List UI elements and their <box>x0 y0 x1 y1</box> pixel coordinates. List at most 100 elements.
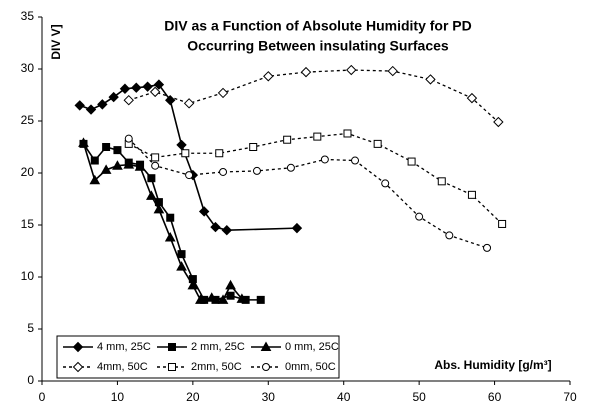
x-tick-label: 50 <box>412 390 426 404</box>
y-tick-label: 10 <box>21 269 35 283</box>
data-point <box>183 98 195 109</box>
data-point <box>131 82 142 93</box>
data-point <box>256 295 265 304</box>
data-point <box>206 292 218 302</box>
legend-label: 4 mm, 25C <box>97 341 151 353</box>
y-tick-label: 0 <box>27 373 34 387</box>
data-point <box>381 179 390 188</box>
data-point <box>425 74 436 85</box>
data-point <box>177 250 186 259</box>
x-axis-label: Abs. Humidity [g/m³] <box>434 358 551 372</box>
data-point <box>236 293 248 303</box>
data-point <box>493 116 504 128</box>
data-point <box>146 190 157 200</box>
series-line <box>128 69 499 123</box>
data-point <box>97 99 108 110</box>
data-point <box>123 159 135 169</box>
data-point <box>226 291 235 300</box>
data-point <box>149 86 161 98</box>
legend-marker <box>260 341 272 351</box>
series-line <box>128 138 488 249</box>
data-point <box>89 174 101 185</box>
data-point <box>164 231 176 242</box>
data-point <box>221 224 233 236</box>
data-point <box>225 279 236 290</box>
x-tick-label: 70 <box>563 390 577 404</box>
data-point <box>286 163 295 172</box>
legend-marker <box>262 363 270 371</box>
data-point <box>100 164 112 174</box>
y-tick-label: 30 <box>21 61 35 75</box>
data-point <box>78 137 89 147</box>
data-point <box>198 206 210 217</box>
legend-marker <box>72 361 84 373</box>
data-point <box>102 143 111 151</box>
data-point <box>346 64 357 76</box>
data-point <box>210 221 221 233</box>
data-point <box>219 167 228 176</box>
data-point <box>166 213 175 222</box>
y-tick-label: 35 <box>21 9 35 23</box>
data-point <box>252 166 261 175</box>
data-point <box>165 94 176 106</box>
legend-label: 4mm, 50C <box>97 361 148 373</box>
x-tick-label: 20 <box>186 390 200 404</box>
y-axis-label: DIV V] <box>49 24 63 59</box>
legend-marker <box>168 363 176 371</box>
x-tick-label: 40 <box>337 390 351 404</box>
legend-label: 0mm, 50C <box>285 361 336 373</box>
series-line <box>82 142 243 301</box>
chart-subtitle: Occurring Between insulating Surfaces <box>187 38 449 54</box>
data-point <box>351 156 360 165</box>
data-point <box>153 79 165 90</box>
data-point <box>124 134 133 143</box>
data-point <box>195 294 206 304</box>
data-point <box>153 203 165 214</box>
legend-marker <box>72 341 84 353</box>
data-point <box>187 279 199 290</box>
data-point <box>387 65 398 77</box>
y-tick-label: 15 <box>21 217 35 231</box>
data-point <box>437 177 446 186</box>
data-point <box>112 160 123 170</box>
data-point <box>74 100 85 111</box>
data-point <box>373 139 382 148</box>
chart-title: DIV as a Function of Absolute Humidity f… <box>164 18 472 34</box>
data-point <box>300 66 312 78</box>
y-tick-label: 25 <box>21 113 35 127</box>
data-point <box>108 91 119 103</box>
data-point <box>215 149 224 158</box>
data-point <box>407 157 416 166</box>
legend-label: 0 mm, 25C <box>285 341 339 353</box>
data-point <box>113 146 122 155</box>
x-tick-label: 10 <box>111 390 125 404</box>
data-point <box>467 190 476 199</box>
data-point <box>217 87 229 99</box>
data-point <box>343 129 352 138</box>
data-point <box>85 104 97 115</box>
data-point <box>151 153 160 162</box>
y-tick-label: 20 <box>21 165 35 179</box>
x-tick-label: 60 <box>488 390 502 404</box>
data-point <box>151 161 160 170</box>
data-point <box>415 212 424 221</box>
data-point <box>217 294 229 304</box>
data-point <box>185 171 194 180</box>
data-point <box>119 83 131 94</box>
y-tick-label: 5 <box>27 321 34 335</box>
data-point <box>90 156 99 165</box>
legend-label: 2mm, 50C <box>191 361 242 373</box>
data-point <box>320 155 329 164</box>
data-point <box>147 174 156 183</box>
data-point <box>498 219 507 228</box>
x-tick-label: 30 <box>262 390 276 404</box>
data-point <box>313 132 322 141</box>
data-point <box>123 94 134 106</box>
legend-marker <box>168 343 176 351</box>
data-point <box>181 149 190 158</box>
data-point <box>291 222 303 234</box>
legend-box <box>56 335 340 379</box>
data-point <box>466 92 478 104</box>
